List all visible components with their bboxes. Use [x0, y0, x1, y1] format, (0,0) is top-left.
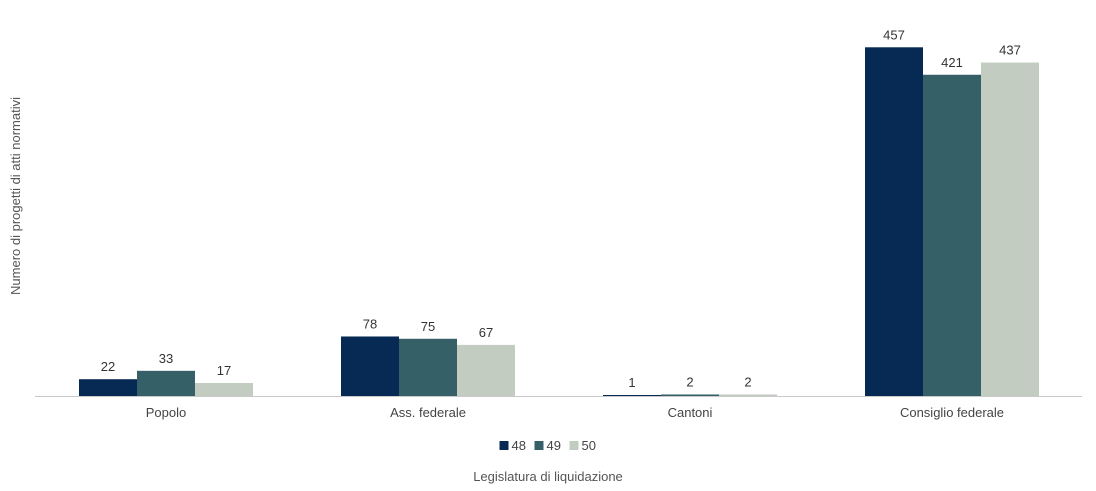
data-label: 78	[363, 316, 377, 331]
bar-cantoni-50	[719, 394, 777, 396]
bars-layer	[79, 47, 1039, 397]
legend-swatch	[499, 441, 509, 450]
x-tick-label: Consiglio federale	[900, 405, 1004, 420]
legend-label: 48	[512, 438, 526, 453]
data-label: 75	[421, 319, 435, 334]
bar-consiglio-federale-48	[865, 47, 923, 397]
bar-popolo-49	[137, 370, 195, 396]
data-label: 67	[479, 325, 493, 340]
data-label: 437	[999, 43, 1021, 58]
bar-popolo-50	[195, 383, 253, 396]
bar-ass-federale-50	[457, 344, 515, 396]
legend: 48 49 50	[499, 438, 596, 453]
legend-swatch	[569, 441, 579, 450]
bar-cantoni-48	[603, 395, 661, 396]
data-label: 22	[101, 359, 115, 374]
y-axis-title: Numero di progetti di atti normativi	[8, 97, 23, 295]
legend-label: 50	[582, 438, 596, 453]
x-tick-labels: Popolo Ass. federale Cantoni Consiglio fede…	[146, 405, 1004, 420]
data-label: 2	[744, 374, 751, 389]
legend-swatch	[534, 441, 544, 450]
bar-cantoni-49	[661, 394, 719, 396]
x-tick-label: Cantoni	[668, 405, 713, 420]
data-label: 1	[628, 375, 635, 390]
x-axis-title: Legislatura di liquidazione	[473, 469, 623, 484]
data-label: 33	[159, 351, 173, 366]
data-label: 457	[883, 27, 905, 42]
bar-ass-federale-49	[399, 338, 457, 396]
data-label: 2	[686, 374, 693, 389]
bar-consiglio-federale-49	[923, 74, 981, 396]
bar-ass-federale-48	[341, 336, 399, 396]
data-label: 17	[217, 363, 231, 378]
bar-popolo-48	[79, 379, 137, 396]
x-tick-label: Ass. federale	[390, 405, 466, 420]
x-tick-label: Popolo	[146, 405, 186, 420]
bar-consiglio-federale-50	[981, 62, 1039, 397]
legend-label: 49	[547, 438, 561, 453]
data-label: 421	[941, 55, 963, 70]
